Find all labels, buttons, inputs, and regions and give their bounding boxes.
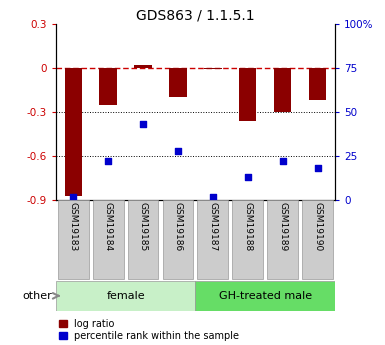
Bar xyxy=(134,65,152,68)
Point xyxy=(280,159,286,164)
Bar xyxy=(56,281,195,310)
Bar xyxy=(274,68,291,112)
Bar xyxy=(99,68,117,105)
Legend: log ratio, percentile rank within the sample: log ratio, percentile rank within the sa… xyxy=(59,319,239,341)
Bar xyxy=(239,68,256,121)
Bar xyxy=(65,68,82,196)
Text: GH-treated male: GH-treated male xyxy=(219,291,312,301)
Text: GSM19190: GSM19190 xyxy=(313,203,322,252)
Point xyxy=(70,194,76,199)
Text: GSM19186: GSM19186 xyxy=(173,203,182,252)
Bar xyxy=(309,68,326,100)
Bar xyxy=(162,200,193,279)
Text: GSM19189: GSM19189 xyxy=(278,203,287,252)
Bar xyxy=(267,200,298,279)
Bar xyxy=(58,200,89,279)
Bar xyxy=(302,200,333,279)
Point xyxy=(175,148,181,154)
Text: GSM19184: GSM19184 xyxy=(104,203,113,252)
Bar xyxy=(195,281,335,310)
Point xyxy=(105,159,111,164)
Text: other: other xyxy=(22,291,52,301)
Point xyxy=(315,166,321,171)
Text: GSM19183: GSM19183 xyxy=(69,203,78,252)
Bar xyxy=(169,68,187,98)
Bar xyxy=(93,200,124,279)
Text: GSM19188: GSM19188 xyxy=(243,203,252,252)
Text: GSM19187: GSM19187 xyxy=(208,203,218,252)
Point xyxy=(244,175,251,180)
Text: female: female xyxy=(106,291,145,301)
Bar xyxy=(198,200,228,279)
Title: GDS863 / 1.1.5.1: GDS863 / 1.1.5.1 xyxy=(136,9,255,23)
Text: GSM19185: GSM19185 xyxy=(139,203,147,252)
Point xyxy=(210,194,216,199)
Point xyxy=(140,122,146,127)
Bar xyxy=(204,68,221,69)
Bar xyxy=(128,200,158,279)
Bar xyxy=(233,200,263,279)
